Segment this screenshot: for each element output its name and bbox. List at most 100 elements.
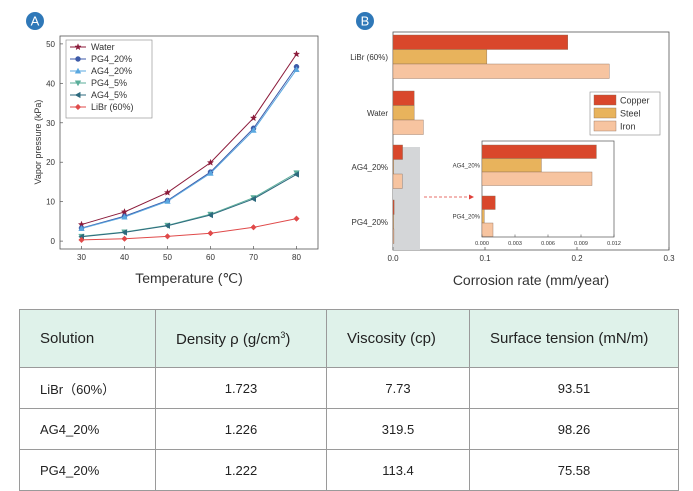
legend-label-copper: Copper <box>620 96 650 106</box>
bar-water-iron <box>392 119 424 135</box>
inset-bar-pg4-20-iron <box>481 222 494 237</box>
table-row: LiBr（60%） 1.723 7.73 93.51 <box>19 367 679 409</box>
y-tick-label: 20 <box>46 158 55 167</box>
series-line-pg4-20 <box>81 66 297 229</box>
bar-group-libr-60: LiBr (60%) <box>350 34 610 79</box>
point-water <box>249 114 258 122</box>
panel-b-badge <box>356 12 374 30</box>
inset-bar-pg4-20-steel <box>481 209 485 224</box>
plot-frame <box>59 35 319 250</box>
bar-libr-60-iron <box>392 63 610 79</box>
header-density-sup: 3 <box>280 329 286 340</box>
point-libr-60 <box>207 230 214 237</box>
x-axis-title-b: Corrosion rate (mm/year) <box>453 272 609 288</box>
inset-tick-label: 0.009 <box>574 241 588 247</box>
point-ag4-20 <box>250 126 257 133</box>
category-label-ag4-20: AG4_20% <box>352 163 388 172</box>
series-line-libr-60 <box>81 218 297 241</box>
table-header-row: Solution Density ρ (g/cm3) Viscosity (cp… <box>19 309 679 368</box>
y-tick-label: 50 <box>46 40 55 49</box>
x-tick-label: 40 <box>120 253 129 262</box>
bar-libr-60-steel <box>392 49 488 65</box>
y-axis-title: Vapor pressure (kPa) <box>33 100 43 185</box>
bar-group-pg4-20: PG4_20% <box>352 199 395 244</box>
legend-label-steel: Steel <box>620 109 641 119</box>
x-tick-label: 60 <box>206 253 215 262</box>
point-ag4-20 <box>164 197 171 204</box>
legend-label-pg4-20: PG4_20% <box>91 54 132 64</box>
cell-surface-tension: 75.58 <box>469 449 679 491</box>
series-line-water <box>81 53 297 226</box>
point-water <box>292 50 301 58</box>
inset-category-label-ag4-20: AG4_20% <box>453 163 481 169</box>
y-tick-label: 30 <box>46 119 55 128</box>
point-libr-60 <box>164 233 171 240</box>
bar-ag4-20-steel <box>392 159 394 175</box>
point-ag4-20 <box>293 66 300 73</box>
header-solution: Solution <box>19 309 156 368</box>
y-tick-label: 0 <box>51 237 56 246</box>
panel-b-badge-label: B <box>361 14 370 29</box>
point-ag4-5 <box>164 222 170 229</box>
point-water <box>206 158 215 166</box>
legend-marker-ag4-5 <box>74 91 81 99</box>
legend-box <box>65 39 153 119</box>
y-tick-label: 40 <box>46 79 55 88</box>
legend-marker-pg4-5 <box>74 80 82 87</box>
inset-bar-ag4-20-iron <box>481 171 593 186</box>
x-tick-label: 30 <box>77 253 86 262</box>
cell-density: 1.226 <box>155 408 327 450</box>
bar-ag4-20-iron <box>392 173 403 189</box>
category-label-pg4-20: PG4_20% <box>352 218 388 227</box>
category-label-libr-60: LiBr (60%) <box>350 53 388 62</box>
corrosion-rate-chart: B LiBr (60%) Water AG4_20% PG4_20% 0.0 0.1 0.… <box>350 12 675 288</box>
point-libr-60 <box>121 235 128 242</box>
cell-solution: LiBr（60%） <box>19 367 156 409</box>
point-water <box>120 207 129 216</box>
inset-tick-label: 0.003 <box>508 241 522 247</box>
header-viscosity: Viscosity (cp) <box>326 309 470 368</box>
legend-label-water: Water <box>91 42 115 52</box>
zoom-arrow-head <box>469 194 474 200</box>
point-libr-60 <box>250 224 257 231</box>
legend-marker-pg4-20 <box>75 56 81 62</box>
cell-viscosity: 113.4 <box>326 449 470 491</box>
inset-tick-label: 0.000 <box>475 241 489 247</box>
cell-solution: AG4_20% <box>19 408 156 450</box>
point-ag4-20 <box>121 213 128 220</box>
properties-table: Solution Density ρ (g/cm3) Viscosity (cp… <box>19 309 679 491</box>
cell-viscosity: 7.73 <box>326 367 470 409</box>
x-tick-label: 0.3 <box>663 254 675 263</box>
header-surface-tension: Surface tension (mN/m) <box>469 309 679 368</box>
series-ag4-20 <box>78 66 300 231</box>
inset-tick-label: 0.012 <box>607 241 621 247</box>
legend-swatch-copper <box>593 94 617 106</box>
x-axis-title: Temperature (℃) <box>135 270 243 286</box>
x-tick-label: 50 <box>163 253 172 262</box>
point-ag4-5 <box>293 171 299 178</box>
category-label-water: Water <box>367 109 388 118</box>
series-line-ag4-20 <box>81 69 297 229</box>
bar-group-water: Water <box>367 90 424 135</box>
bar-water-copper <box>392 90 415 106</box>
zoom-region <box>393 147 420 250</box>
legend-label-iron: Iron <box>620 122 636 132</box>
legend-marker-water <box>74 43 82 51</box>
bar-pg4-20-copper <box>392 199 395 215</box>
cell-solution: PG4_20% <box>19 449 156 491</box>
panel-a-badge-label: A <box>31 14 40 29</box>
point-water <box>163 188 172 196</box>
bar-libr-60-copper <box>392 34 569 50</box>
x-tick-label: 0.2 <box>571 254 583 263</box>
legend-label-ag4-20: AG4_20% <box>91 66 132 76</box>
header-density: Density ρ (g/cm3) <box>155 309 327 368</box>
table-row: PG4_20% 1.222 113.4 75.58 <box>19 449 679 491</box>
series-line-ag4-5 <box>81 174 297 238</box>
panel-a-badge <box>26 12 44 30</box>
point-ag4-5 <box>207 211 213 219</box>
plot-frame-b <box>392 31 670 251</box>
x-tick-label: 70 <box>249 253 258 262</box>
legend-swatch-iron <box>593 120 617 132</box>
x-tick-label: 80 <box>292 253 301 262</box>
legend-marker-libr-60 <box>74 103 82 111</box>
